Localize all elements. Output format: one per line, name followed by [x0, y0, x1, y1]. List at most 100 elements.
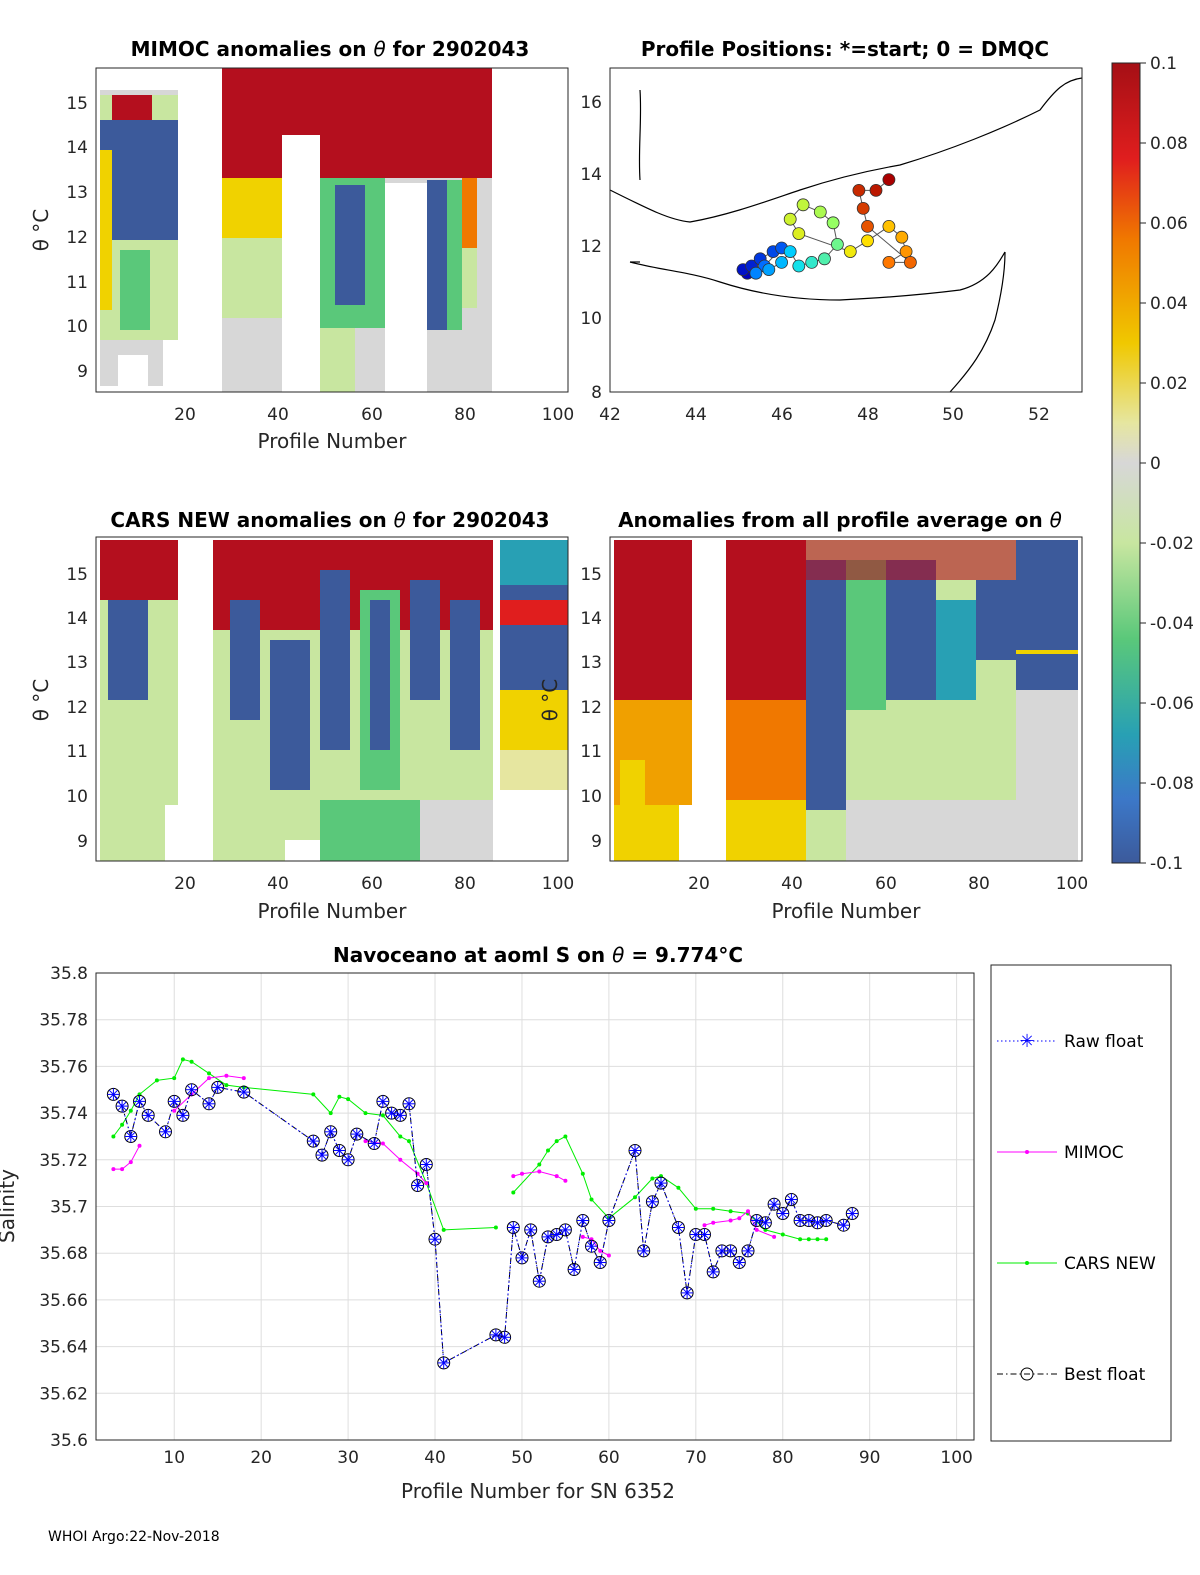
salinity-xtick: 80 [772, 1448, 794, 1468]
raw-float-point [237, 1086, 250, 1099]
raw-float-point [576, 1214, 589, 1227]
raw-float-point [350, 1128, 363, 1141]
mimoc-point [128, 1160, 133, 1165]
colorbar-tick-label: -0.04 [1150, 614, 1194, 634]
raw-float-point [507, 1221, 520, 1234]
positions-ytick: 10 [580, 309, 602, 329]
colorbar-tick-label: -0.06 [1150, 694, 1194, 714]
mimoc-ytick: 15 [66, 94, 88, 114]
legend-label: Best float [1064, 1365, 1146, 1385]
raw-float-point [646, 1195, 659, 1208]
cars-heatmap [96, 537, 568, 861]
cars-yticks: 15 14 13 12 11 10 9 [66, 565, 88, 852]
raw-float-point [542, 1230, 554, 1243]
colorbar-ticks: 0.1 0.08 0.06 0.04 0.02 0 -0.02 -0.04 -0.06 -0.08… [1140, 54, 1194, 874]
profile-position-marker [882, 173, 896, 187]
raw-float-point [585, 1240, 598, 1253]
legend-best-float: Best float [997, 1365, 1146, 1385]
profile-position-marker [805, 255, 819, 269]
profile-position-marker [818, 252, 831, 266]
profile-position-marker [861, 234, 874, 248]
salinity-yticks: 35.8 35.78 35.76 35.74 35.72 35.7 35.68 35.66 35… [39, 964, 88, 1451]
average-xlabel: Profile Number [772, 899, 922, 923]
raw-float-point [724, 1244, 737, 1257]
mimoc-xtick: 40 [267, 405, 289, 425]
profile-position-marker [831, 237, 844, 251]
raw-float-point [133, 1095, 146, 1108]
positions-ytick: 14 [580, 165, 602, 185]
cars-panel: CARS NEW anomalies on θ for 2902043 [29, 508, 574, 923]
mimoc-point [746, 1209, 750, 1214]
mimoc-panel: MIMOC anomalies on θ for 2902043 [29, 37, 574, 453]
salinity-xticks: 10 20 30 40 50 60 70 80 90 100 [163, 1448, 972, 1468]
cars-new-point [337, 1094, 342, 1099]
average-panel: Anomalies from all profile average on θ … [538, 508, 1088, 923]
mimoc-line [113, 1145, 140, 1170]
average-yticks: 15 14 13 12 11 10 9 [580, 565, 602, 852]
cars-new-point [554, 1139, 559, 1144]
raw-float-point [324, 1125, 337, 1138]
mimoc-point [111, 1167, 116, 1172]
dot-marker-icon [1025, 1150, 1029, 1154]
profile-position-marker [792, 227, 806, 241]
mimoc-xlabel: Profile Number [258, 429, 408, 453]
cars-new-point [580, 1171, 585, 1176]
mimoc-point [598, 1248, 603, 1253]
cars-xlabel: Profile Number [258, 899, 408, 923]
cars-new-point [633, 1195, 637, 1200]
mimoc-line [582, 1236, 610, 1256]
average-xtick: 60 [875, 874, 897, 894]
raw-float-point [203, 1097, 215, 1110]
profile-position-marker [861, 219, 874, 233]
raw-float-point [742, 1244, 754, 1257]
mimoc-point [520, 1171, 524, 1176]
mimoc-xtick: 80 [454, 405, 476, 425]
positions-xtick: 42 [599, 405, 621, 425]
salinity-xtick: 90 [859, 1448, 881, 1468]
mimoc-ytick: 12 [66, 228, 88, 248]
positions-xticks: 42 44 46 48 50 52 [599, 405, 1050, 425]
average-ytick: 11 [580, 742, 602, 762]
mimoc-ytick: 13 [66, 183, 88, 203]
salinity-ytick: 35.7 [50, 1198, 88, 1218]
profile-position-marker [852, 183, 866, 197]
raw-float-point [429, 1233, 441, 1246]
raw-float-point [733, 1256, 746, 1269]
legend-label: Raw float [1064, 1032, 1144, 1052]
mimoc-ytick: 11 [66, 273, 88, 293]
cars-xtick: 60 [361, 874, 383, 894]
mimoc-point [772, 1234, 777, 1239]
cars-new-point [154, 1078, 159, 1083]
mimoc-heatmap [96, 68, 568, 392]
profile-position-marker [856, 201, 870, 215]
profile-position-marker [904, 255, 917, 269]
cars-new-point [537, 1162, 542, 1167]
positions-ytick: 16 [580, 93, 602, 113]
raw-float-point [837, 1219, 850, 1232]
cars-new-point [207, 1071, 211, 1076]
salinity-ytick: 35.76 [39, 1057, 88, 1077]
raw-float-point [785, 1193, 798, 1206]
salinity-xtick: 10 [163, 1448, 185, 1468]
cars-xtick: 80 [454, 874, 476, 894]
colorbar-tick-label: 0.02 [1150, 374, 1188, 394]
dot-marker-icon [1025, 1261, 1029, 1265]
average-ytick: 14 [580, 609, 602, 629]
cars-new-point [693, 1206, 698, 1211]
raw-float-point [698, 1228, 711, 1241]
cars-xtick: 100 [542, 874, 574, 894]
salinity-ytick: 35.74 [39, 1104, 88, 1124]
salinity-ylabel: Salinity [0, 1169, 19, 1243]
salinity-title: Navoceano at aoml S on θ = 9.774°C [333, 943, 743, 967]
colorbar-tick-label: -0.08 [1150, 774, 1194, 794]
mimoc-xtick: 20 [174, 405, 196, 425]
raw-float-point [420, 1158, 433, 1171]
raw-float-point [568, 1263, 581, 1276]
legend-label: MIMOC [1064, 1143, 1124, 1163]
mimoc-point [120, 1167, 125, 1172]
cars-new-line [512, 1135, 827, 1240]
cars-new-point [363, 1111, 368, 1116]
mimoc-ytick: 9 [77, 362, 88, 382]
raw-float-point [707, 1265, 720, 1278]
cars-new-point [780, 1232, 785, 1237]
